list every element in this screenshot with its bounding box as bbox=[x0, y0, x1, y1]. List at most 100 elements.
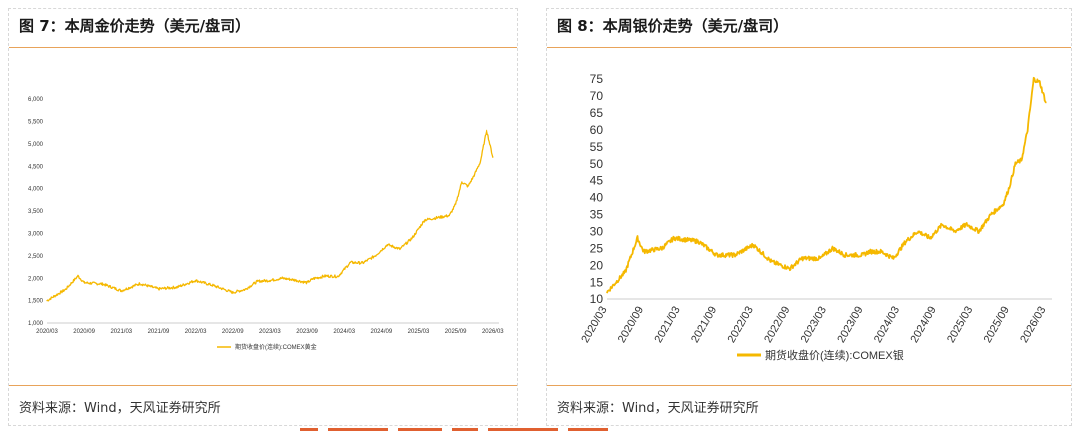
y-tick-label: 1,000 bbox=[28, 321, 44, 327]
y-axis: 10 15 20 25 30 35 40 45 50 55 60 65 70 75 bbox=[590, 72, 604, 306]
y-tick-label: 5,500 bbox=[28, 120, 44, 126]
gold-chart-panel: 图 7：本周金价走势（美元/盘司） 1,000 1,500 2,000 2,500 3,… bbox=[8, 8, 518, 426]
data-point bbox=[424, 219, 426, 221]
silver-chart-source: 资料来源：Wind，天风证券研究所 bbox=[557, 401, 759, 416]
data-point bbox=[294, 279, 296, 281]
data-point bbox=[120, 290, 122, 292]
x-axis: 2020/03 2020/09 2021/03 2021/09 2022/03 2022/… bbox=[579, 305, 1048, 345]
x-tick-label: 2024/09 bbox=[909, 305, 939, 345]
title-divider bbox=[9, 47, 517, 48]
data-point bbox=[312, 278, 314, 280]
data-point bbox=[486, 129, 488, 131]
data-point bbox=[636, 237, 639, 239]
data-point bbox=[455, 203, 457, 205]
y-tick-label: 25 bbox=[590, 241, 604, 255]
x-tick-label: 2024/03 bbox=[872, 305, 902, 345]
source-divider bbox=[547, 385, 1071, 386]
legend: 期货收盘价(连续):COMEX黄金 bbox=[217, 343, 317, 351]
data-point bbox=[1027, 129, 1029, 131]
x-tick-label: 2021/03 bbox=[652, 305, 682, 345]
x-tick-label: 2025/03 bbox=[945, 305, 975, 345]
gold-price-chart: 1,000 1,500 2,000 2,500 3,000 3,500 4,000 4,500… bbox=[28, 97, 504, 351]
data-point bbox=[374, 255, 376, 257]
data-point bbox=[492, 156, 494, 158]
y-tick-label: 60 bbox=[590, 123, 604, 137]
data-point bbox=[929, 237, 931, 239]
series-line bbox=[46, 130, 494, 302]
data-point bbox=[1020, 159, 1023, 161]
data-point bbox=[213, 285, 215, 287]
data-point bbox=[673, 237, 675, 239]
data-point bbox=[1033, 78, 1035, 80]
x-tick-label: 2023/09 bbox=[835, 305, 865, 345]
data-point bbox=[770, 261, 773, 263]
x-tick-label: 2023/03 bbox=[259, 329, 281, 335]
data-point bbox=[953, 230, 956, 232]
data-point bbox=[752, 244, 754, 246]
data-point bbox=[448, 214, 451, 217]
data-point bbox=[892, 257, 895, 259]
x-tick-label: 2025/09 bbox=[445, 329, 467, 335]
y-tick-label: 10 bbox=[590, 292, 604, 306]
y-tick-label: 3,000 bbox=[28, 232, 44, 238]
data-point bbox=[716, 254, 718, 256]
data-point bbox=[281, 277, 283, 279]
data-point bbox=[77, 275, 79, 277]
data-point bbox=[978, 230, 980, 232]
data-points bbox=[46, 129, 494, 302]
data-point bbox=[734, 254, 736, 256]
data-point bbox=[479, 161, 482, 163]
data-point bbox=[789, 267, 791, 270]
data-point bbox=[966, 223, 968, 226]
y-tick-label: 65 bbox=[590, 106, 604, 120]
data-point bbox=[868, 251, 870, 253]
data-point bbox=[697, 240, 700, 243]
x-tick-label: 2023/03 bbox=[799, 305, 829, 345]
data-point bbox=[139, 282, 141, 285]
data-point bbox=[386, 244, 389, 246]
x-tick-label: 2025/09 bbox=[982, 305, 1012, 345]
data-point bbox=[1045, 102, 1047, 104]
y-axis: 1,000 1,500 2,000 2,500 3,000 3,500 4,000 4,500… bbox=[28, 97, 44, 327]
data-point bbox=[1039, 81, 1041, 83]
data-point bbox=[1014, 163, 1017, 165]
data-point bbox=[399, 248, 401, 250]
y-tick-label: 50 bbox=[590, 157, 604, 171]
y-tick-label: 2,500 bbox=[28, 254, 44, 260]
silver-chart-panel: 图 8：本周银价走势（美元/盘司） 10 15 20 25 30 35 40 45 50 55 60… bbox=[546, 8, 1072, 426]
x-tick-label: 2020/09 bbox=[616, 305, 646, 345]
data-point bbox=[269, 279, 271, 282]
title-divider bbox=[547, 47, 1071, 48]
x-tick-label: 2024/09 bbox=[371, 329, 393, 335]
x-tick-label: 2022/09 bbox=[762, 305, 792, 345]
y-tick-label: 70 bbox=[590, 89, 604, 103]
data-point bbox=[661, 247, 663, 249]
y-tick-label: 3,500 bbox=[28, 209, 44, 215]
source-divider bbox=[9, 385, 517, 386]
data-point bbox=[46, 300, 48, 302]
legend: 期货收盘价(连续):COMEX银 bbox=[737, 348, 904, 362]
cropped-next-heading bbox=[300, 428, 700, 437]
data-point bbox=[176, 286, 178, 288]
x-tick-label: 2021/03 bbox=[110, 329, 132, 335]
data-point bbox=[362, 262, 364, 264]
data-point bbox=[102, 283, 104, 285]
data-point bbox=[349, 261, 351, 264]
silver-price-chart: 10 15 20 25 30 35 40 45 50 55 60 65 70 75 2020/03 2020/… bbox=[579, 72, 1052, 362]
gold-chart-title: 图 7：本周金价走势（美元/盘司） bbox=[19, 17, 251, 35]
y-tick-label: 5,000 bbox=[28, 142, 44, 148]
data-point bbox=[844, 254, 846, 256]
data-point bbox=[306, 282, 308, 284]
data-point bbox=[862, 254, 864, 256]
x-axis: 2020/03 2020/09 2021/03 2021/09 2022/03 2022/… bbox=[36, 329, 504, 335]
data-point bbox=[244, 288, 246, 290]
data-point bbox=[195, 279, 197, 282]
y-tick-label: 15 bbox=[590, 275, 604, 289]
data-point bbox=[642, 251, 645, 253]
y-tick-label: 2,000 bbox=[28, 276, 44, 282]
x-tick-label: 2021/09 bbox=[689, 305, 719, 345]
x-tick-label: 2026/03 bbox=[1018, 305, 1048, 345]
legend-label: 期货收盘价(连续):COMEX黄金 bbox=[235, 343, 317, 351]
data-point bbox=[325, 275, 327, 277]
series-line bbox=[606, 76, 1047, 294]
